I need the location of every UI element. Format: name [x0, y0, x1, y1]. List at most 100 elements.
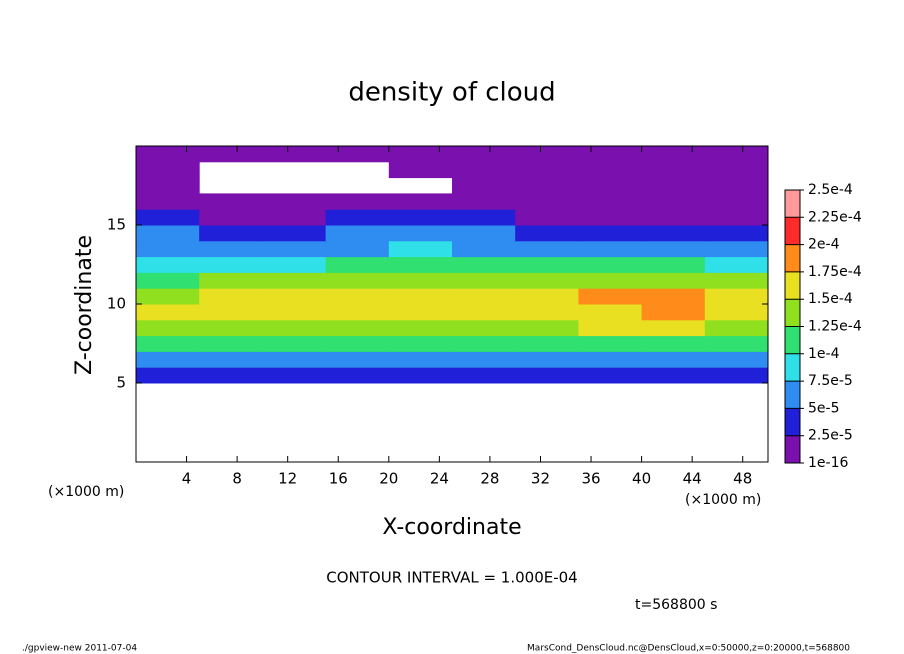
heat-cell — [388, 319, 453, 337]
heat-cell — [515, 335, 579, 352]
heat-cell — [515, 225, 579, 242]
heat-cell — [199, 304, 263, 321]
footer-left: ./gpview-new 2011-07-04 — [22, 644, 137, 654]
colorbar-label: 2.5e-5 — [808, 428, 853, 444]
heat-cell — [641, 351, 706, 368]
heat-cell — [452, 367, 516, 384]
heat-cell — [452, 288, 516, 305]
heat-cell — [641, 225, 706, 242]
colorbar-swatch — [785, 271, 800, 300]
heat-cell — [515, 256, 579, 273]
heat-cell — [515, 240, 579, 258]
colorbar-label: 1e-4 — [808, 346, 840, 362]
heat-cell — [515, 161, 579, 179]
heat-cell — [452, 209, 516, 226]
colorbar-label: 2.25e-4 — [808, 209, 862, 225]
heat-cell — [641, 209, 706, 226]
heat-cell — [515, 272, 579, 289]
chart-title: density of cloud — [348, 78, 555, 108]
heat-cell — [325, 225, 390, 242]
heat-cell — [388, 240, 453, 258]
heat-cell — [199, 209, 263, 226]
heat-cell — [641, 288, 706, 305]
heat-cell — [578, 240, 643, 258]
heat-cell — [452, 193, 516, 210]
heat-cell — [388, 272, 453, 289]
colorbar-label: 1.75e-4 — [808, 264, 862, 280]
y-axis-label: Z-coordinate — [72, 235, 97, 375]
heat-cell — [325, 146, 390, 163]
heat-cell — [704, 272, 769, 289]
heat-cell — [136, 319, 200, 337]
heat-cell — [262, 225, 327, 242]
heat-cell — [452, 240, 516, 258]
heat-cell — [578, 193, 643, 210]
heat-cell — [452, 161, 516, 179]
heat-cell — [388, 304, 453, 321]
heat-cell — [578, 161, 643, 179]
heat-cell — [325, 193, 390, 210]
heat-cell — [199, 146, 263, 163]
heat-cell — [578, 146, 643, 163]
heat-cell — [325, 351, 390, 368]
heat-cell — [578, 256, 643, 273]
heat-cell — [641, 256, 706, 273]
x-tick-label: 36 — [581, 470, 600, 488]
colorbar-swatch — [785, 190, 800, 218]
heat-cell — [452, 319, 516, 337]
x-tick-label: 8 — [232, 470, 242, 488]
heat-cell — [325, 209, 390, 226]
heat-cell — [641, 304, 706, 321]
colorbar-label: 1.5e-4 — [808, 291, 853, 307]
heat-cell — [325, 319, 390, 337]
heat-cell — [136, 272, 200, 289]
heat-cell — [136, 146, 200, 163]
y-tick-label: 10 — [107, 295, 126, 313]
heat-cell — [136, 209, 200, 226]
heat-cell — [515, 146, 579, 163]
heat-cell — [262, 288, 327, 305]
heat-cell — [262, 209, 327, 226]
x-unit-right: (×1000 m) — [685, 492, 761, 508]
heat-cell — [136, 225, 200, 242]
heat-cell — [325, 304, 390, 321]
heat-cell — [136, 240, 200, 258]
heat-cell — [325, 256, 390, 273]
heat-cell — [262, 240, 327, 258]
heat-cell — [452, 351, 516, 368]
heat-cell — [578, 272, 643, 289]
heat-cell — [641, 161, 706, 179]
colorbar-swatch — [785, 381, 800, 409]
heat-cell — [199, 193, 263, 210]
colorbar-label: 2e-4 — [808, 237, 840, 253]
heat-cell — [136, 351, 200, 368]
colorbar-label: 7.5e-5 — [808, 373, 853, 389]
heat-cell — [388, 256, 453, 273]
x-tick-label: 12 — [278, 470, 297, 488]
heat-cell — [704, 209, 769, 226]
heat-cell — [388, 351, 453, 368]
heat-cell — [704, 177, 769, 194]
colorbar-swatch — [785, 408, 800, 436]
heat-cell — [262, 319, 327, 337]
colorbar-swatch — [785, 435, 800, 463]
heat-cell — [704, 319, 769, 337]
heat-cell — [515, 288, 579, 305]
heat-cell — [452, 177, 516, 194]
heat-cell — [199, 256, 263, 273]
heat-cell — [325, 367, 390, 384]
heat-cell — [388, 288, 453, 305]
heat-cell — [388, 161, 453, 179]
heat-cell — [515, 177, 579, 194]
heat-cell — [136, 193, 200, 210]
heat-cell — [704, 225, 769, 242]
colorbar-swatch — [785, 326, 800, 354]
heat-cell — [199, 240, 263, 258]
contour-annotation: CONTOUR INTERVAL = 1.000E-04 — [326, 569, 577, 587]
heat-cell — [136, 288, 200, 305]
heat-cell — [388, 209, 453, 226]
heat-cell — [262, 193, 327, 210]
heat-cell — [262, 146, 327, 163]
heat-cell — [704, 240, 769, 258]
